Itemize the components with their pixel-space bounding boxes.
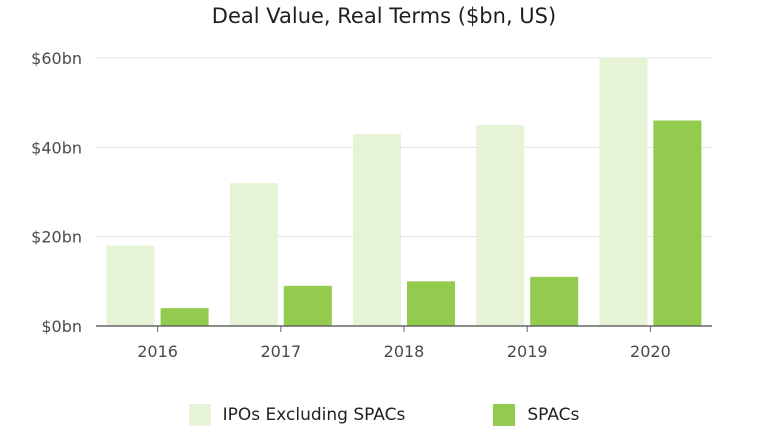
x-tick-label: 2018: [384, 342, 425, 361]
legend-item-spacs: SPACs: [493, 404, 579, 426]
y-tick-label: $20bn: [31, 228, 82, 247]
legend-label: SPACs: [527, 405, 580, 425]
bar-spacs-2018: [407, 281, 455, 326]
bar-spacs-2016: [160, 308, 209, 326]
x-tick-label: 2019: [507, 342, 548, 361]
legend-item-ipos: IPOs Excluding SPACs: [188, 404, 406, 426]
legend-label: IPOs Excluding SPACs: [222, 405, 406, 425]
y-tick-label: $0bn: [41, 317, 82, 336]
bar-ipos-2016: [106, 245, 155, 326]
bar-spacs-2017: [283, 285, 332, 326]
x-tick-label: 2017: [260, 342, 301, 361]
bar-ipos-2017: [229, 183, 278, 326]
bar-ipos-2019: [476, 125, 525, 326]
legend: IPOs Excluding SPACs SPACs: [0, 404, 768, 426]
bar-spacs-2020: [653, 120, 702, 327]
y-tick-label: $60bn: [31, 49, 82, 68]
axes: $0bn $20bn $40bn $60bn 2016 2017 2018 2019 2020: [31, 49, 712, 361]
bar-ipos-2018: [353, 133, 401, 326]
bar-ipos-2020: [599, 58, 648, 326]
x-tick-label: 2016: [137, 342, 178, 361]
bars: [106, 58, 702, 327]
y-tick-label: $40bn: [31, 138, 82, 157]
x-tick-label: 2020: [630, 342, 671, 361]
legend-swatch: [493, 404, 516, 426]
legend-swatch: [188, 404, 211, 426]
bar-spacs-2019: [530, 276, 579, 326]
chart-title: Deal Value, Real Terms ($bn, US): [211, 4, 557, 28]
